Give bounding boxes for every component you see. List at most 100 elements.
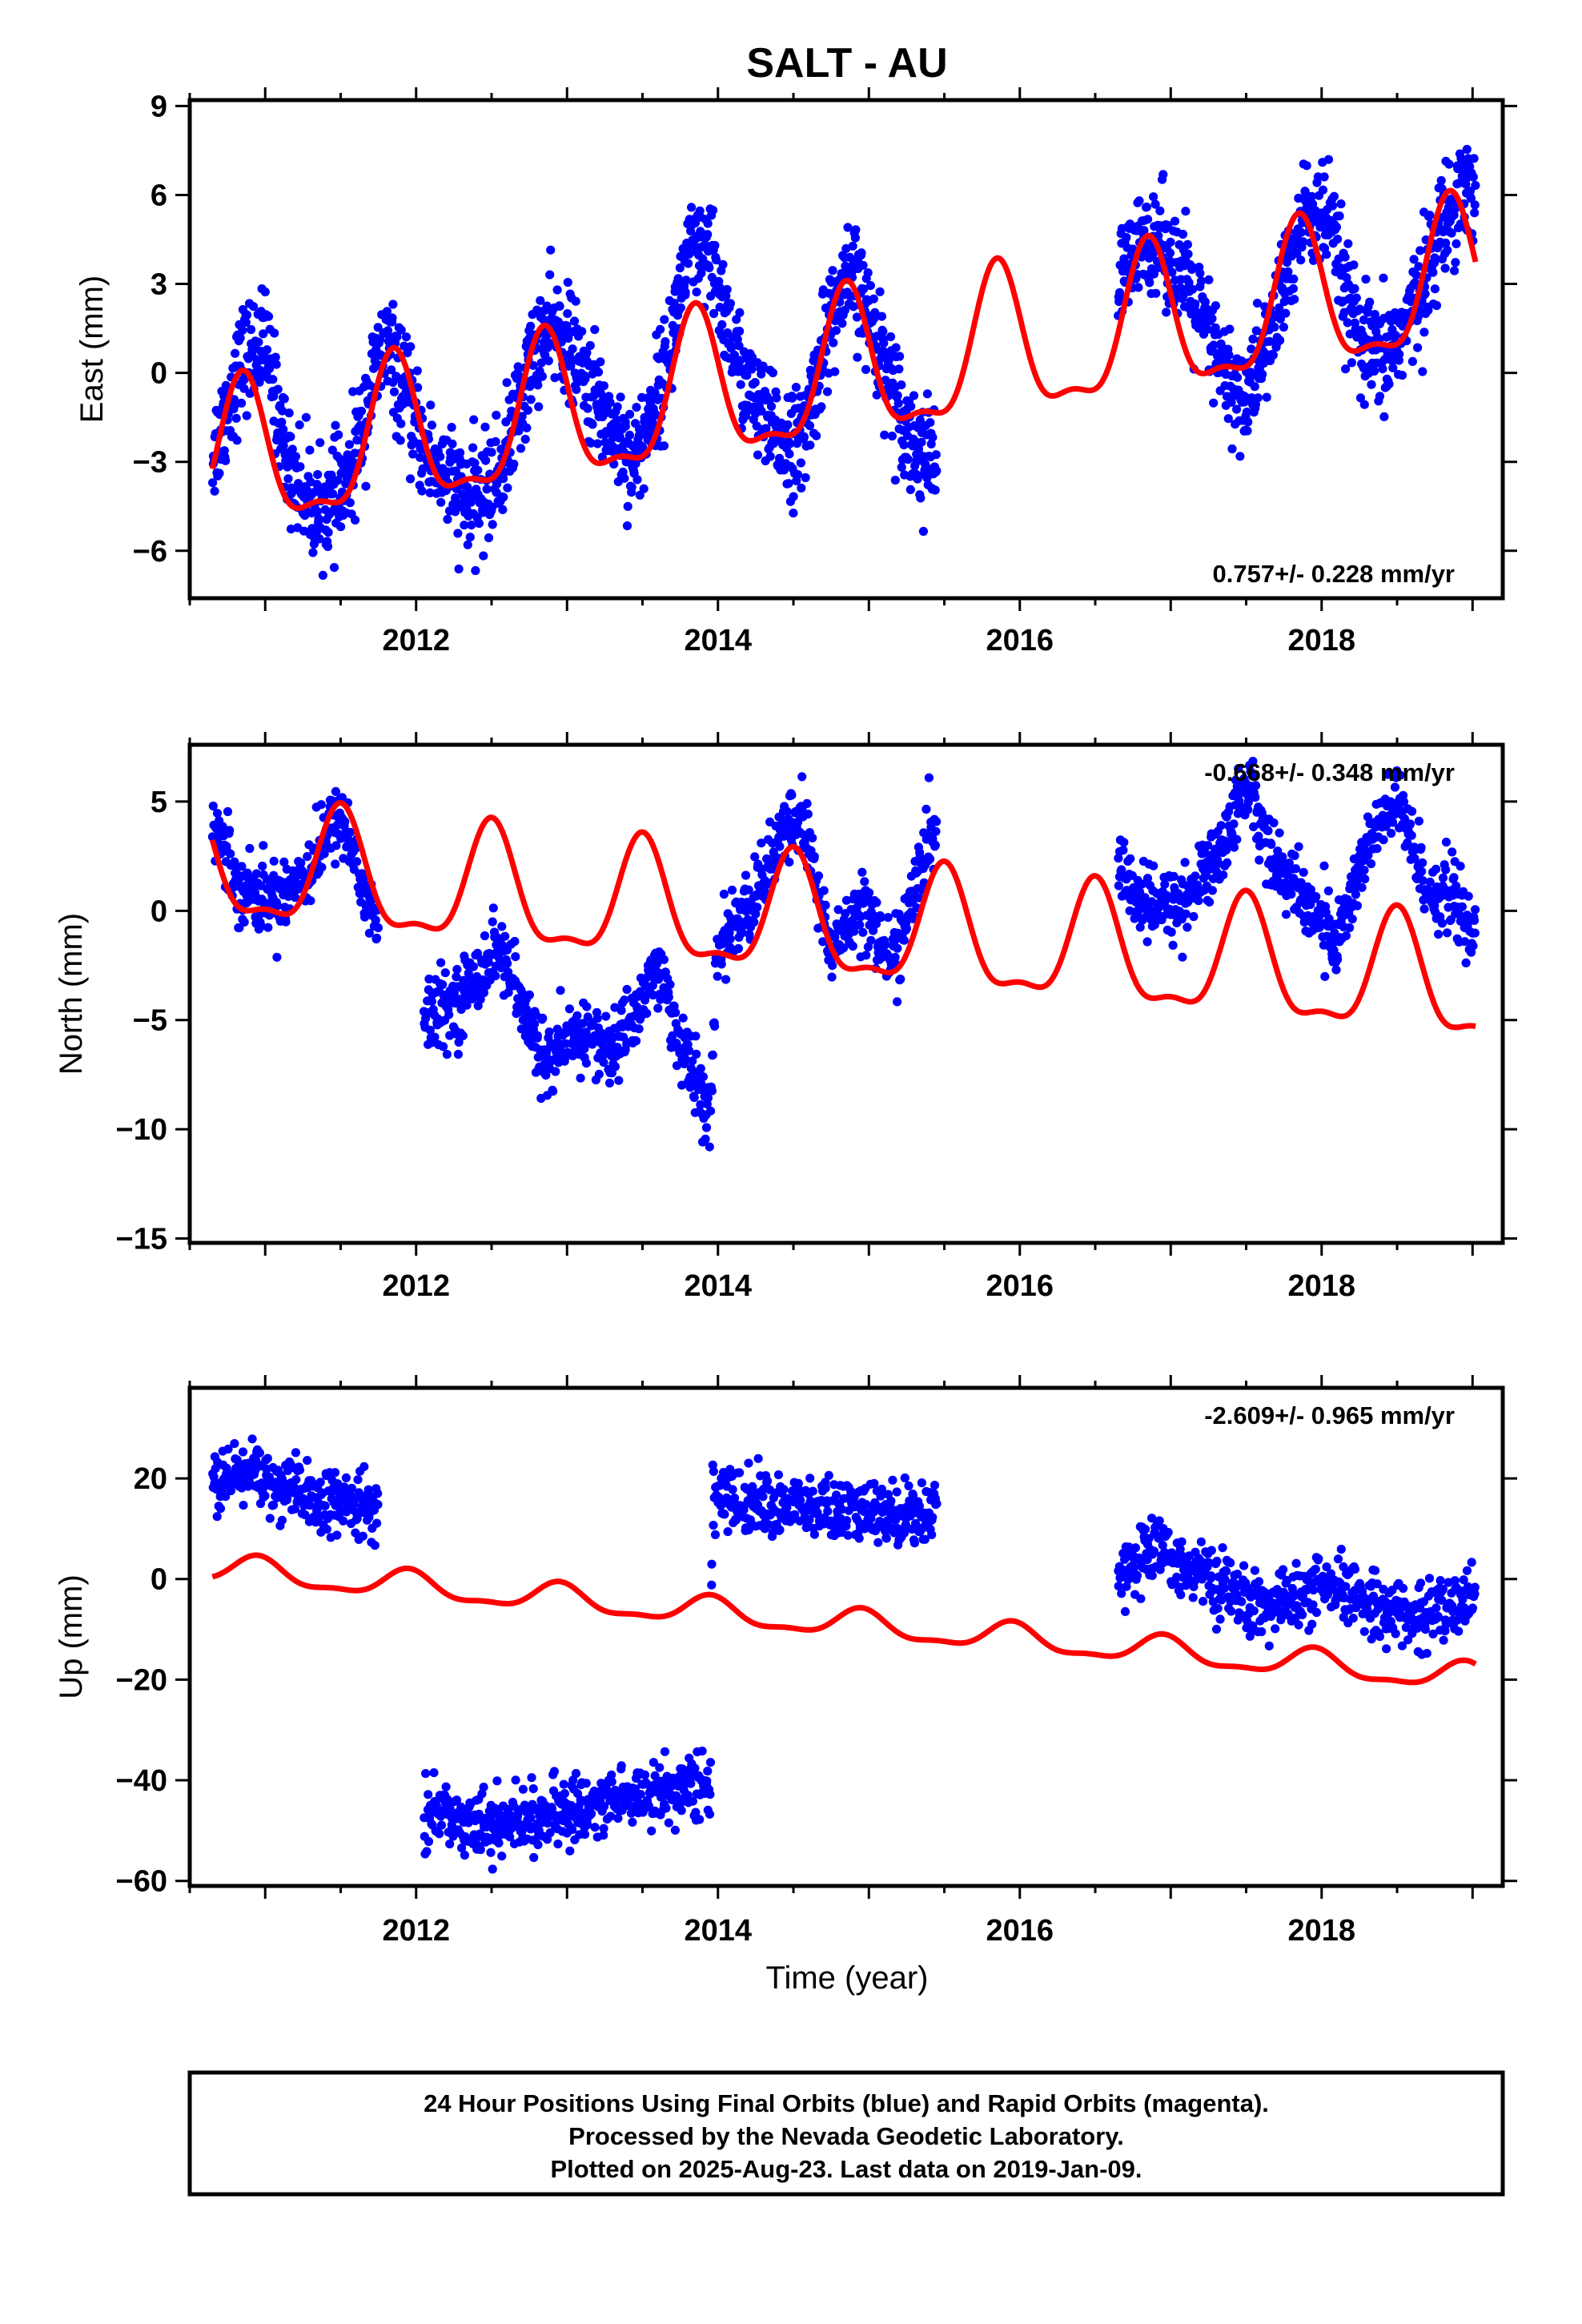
data-point bbox=[438, 980, 448, 990]
data-point bbox=[231, 348, 240, 358]
data-point bbox=[1195, 268, 1205, 278]
data-point bbox=[1243, 417, 1253, 427]
data-point bbox=[858, 260, 868, 270]
data-point bbox=[491, 971, 500, 981]
data-point bbox=[577, 327, 587, 336]
data-point bbox=[865, 281, 875, 291]
data-point bbox=[1128, 244, 1138, 254]
data-point bbox=[670, 1825, 681, 1835]
chart-title: SALT - AU bbox=[746, 40, 947, 86]
data-point bbox=[256, 921, 266, 931]
data-point bbox=[503, 483, 512, 493]
data-point bbox=[331, 859, 340, 869]
data-point bbox=[627, 482, 636, 492]
data-point bbox=[405, 474, 416, 484]
data-point bbox=[580, 1830, 590, 1839]
data-point bbox=[926, 418, 935, 428]
data-point bbox=[413, 383, 423, 392]
data-point bbox=[880, 430, 889, 440]
data-point bbox=[1229, 842, 1239, 852]
data-point bbox=[639, 484, 648, 493]
data-point bbox=[1294, 193, 1303, 203]
data-point bbox=[487, 448, 496, 457]
data-point bbox=[273, 384, 283, 394]
data-point bbox=[779, 1485, 789, 1494]
data-point bbox=[1251, 793, 1260, 802]
data-point bbox=[675, 263, 685, 273]
data-point bbox=[922, 389, 932, 399]
data-point bbox=[581, 1059, 592, 1068]
data-point bbox=[1204, 275, 1214, 284]
x-tick-label: 2016 bbox=[986, 624, 1054, 657]
data-point bbox=[279, 857, 289, 866]
data-point bbox=[536, 296, 545, 305]
data-point bbox=[664, 1818, 674, 1827]
data-point bbox=[821, 900, 830, 910]
data-point bbox=[789, 492, 798, 501]
data-point bbox=[1417, 866, 1427, 876]
data-point bbox=[305, 445, 315, 455]
data-point bbox=[717, 959, 726, 969]
y-tick-label: 5 bbox=[151, 786, 167, 819]
data-point bbox=[688, 1796, 698, 1806]
data-point bbox=[632, 1036, 641, 1046]
data-point bbox=[843, 223, 853, 232]
data-point bbox=[600, 1802, 609, 1811]
data-point bbox=[1166, 237, 1175, 247]
data-point bbox=[1134, 283, 1143, 292]
data-point bbox=[225, 826, 235, 835]
velocity-annotation: 0.757+/- 0.228 mm/yr bbox=[1213, 560, 1455, 588]
data-point bbox=[1225, 324, 1235, 334]
data-point bbox=[692, 1049, 701, 1059]
data-point bbox=[1203, 841, 1213, 850]
data-point bbox=[744, 1458, 753, 1468]
data-point bbox=[677, 1080, 687, 1090]
data-point bbox=[436, 1820, 447, 1830]
data-point bbox=[454, 1037, 464, 1047]
data-point bbox=[831, 326, 841, 336]
data-point bbox=[796, 1495, 805, 1505]
data-point bbox=[1341, 364, 1351, 374]
data-point bbox=[830, 367, 840, 376]
data-point bbox=[1447, 228, 1456, 238]
data-point bbox=[689, 1092, 699, 1103]
data-point bbox=[1425, 211, 1435, 220]
data-point bbox=[316, 800, 326, 810]
data-point bbox=[592, 1014, 602, 1023]
data-point bbox=[848, 241, 857, 251]
data-point bbox=[287, 444, 297, 454]
data-point bbox=[761, 887, 770, 897]
data-point bbox=[692, 287, 701, 297]
y-tick-label: −10 bbox=[116, 1113, 167, 1147]
data-point bbox=[729, 1494, 740, 1503]
data-point bbox=[232, 436, 242, 445]
data-point bbox=[448, 439, 457, 448]
data-point bbox=[885, 332, 896, 342]
data-point bbox=[1122, 232, 1131, 243]
data-point bbox=[582, 348, 592, 358]
data-point bbox=[479, 1783, 488, 1792]
data-point bbox=[1135, 923, 1145, 932]
data-point bbox=[1460, 937, 1470, 947]
data-point bbox=[601, 1011, 611, 1021]
data-point bbox=[255, 365, 265, 375]
data-point bbox=[231, 413, 241, 423]
data-point bbox=[1142, 203, 1151, 212]
data-point bbox=[568, 344, 577, 354]
data-point bbox=[563, 278, 572, 287]
data-point bbox=[436, 452, 445, 461]
data-point bbox=[684, 259, 693, 268]
data-point bbox=[581, 1779, 591, 1788]
data-point bbox=[468, 443, 478, 452]
data-point bbox=[215, 468, 224, 478]
data-point bbox=[463, 540, 472, 549]
data-point bbox=[284, 408, 294, 418]
data-point bbox=[758, 361, 768, 371]
data-point bbox=[235, 923, 244, 933]
data-point bbox=[208, 801, 218, 811]
plot-frame bbox=[187, 742, 1505, 1245]
data-point bbox=[805, 421, 815, 431]
data-point bbox=[683, 1791, 693, 1800]
data-point bbox=[219, 446, 229, 456]
